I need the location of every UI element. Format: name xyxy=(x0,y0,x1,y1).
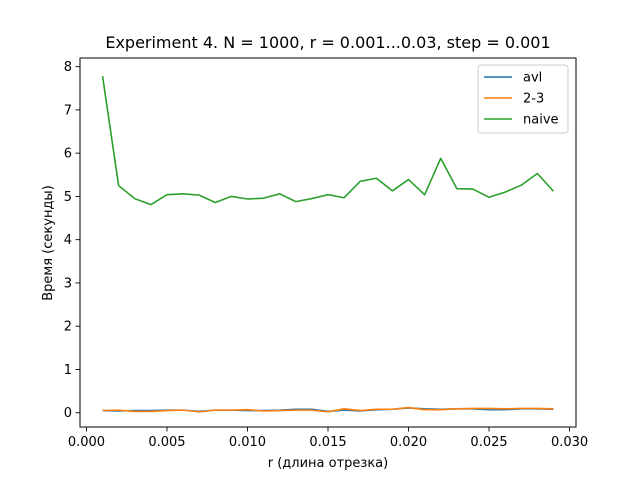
y-tick-label: 3 xyxy=(64,276,72,291)
y-tick-label: 7 xyxy=(64,103,72,118)
y-tick-label: 2 xyxy=(64,320,72,335)
y-tick-label: 0 xyxy=(64,406,72,421)
y-tick-label: 4 xyxy=(64,233,72,248)
y-axis: 0 1 2 3 4 5 6 7 8 xyxy=(64,60,80,421)
chart-title: Experiment 4. N = 1000, r = 0.001...0.03… xyxy=(105,33,550,52)
x-tick-label: 0.015 xyxy=(309,435,346,450)
plot-area xyxy=(101,76,555,413)
y-tick-label: 8 xyxy=(64,60,72,75)
x-tick-label: 0.030 xyxy=(551,435,588,450)
x-tick-label: 0.025 xyxy=(470,435,507,450)
y-tick-label: 5 xyxy=(64,190,72,205)
y-tick-label: 1 xyxy=(64,363,72,378)
plot-frame xyxy=(79,57,577,428)
series-line-naive xyxy=(101,76,555,206)
y-tick-label: 6 xyxy=(64,147,72,162)
legend-label-2-3: 2-3 xyxy=(523,92,544,107)
legend: avl 2-3 naive xyxy=(477,64,569,134)
x-tick-label: 0.020 xyxy=(390,435,427,450)
x-tick-label: 0.000 xyxy=(68,435,105,450)
x-tick-label: 0.010 xyxy=(229,435,266,450)
legend-label-naive: naive xyxy=(523,113,559,128)
x-tick-label: 0.005 xyxy=(148,435,185,450)
y-axis-label: Время (секунды) xyxy=(41,185,56,301)
series-line-2-3 xyxy=(102,406,554,413)
legend-label-avl: avl xyxy=(523,71,542,86)
x-axis-label: r (длина отрезка) xyxy=(268,456,388,471)
legend-box xyxy=(477,64,569,134)
x-axis: 0.000 0.005 0.010 0.015 0.020 0.025 0.030 xyxy=(68,427,588,450)
